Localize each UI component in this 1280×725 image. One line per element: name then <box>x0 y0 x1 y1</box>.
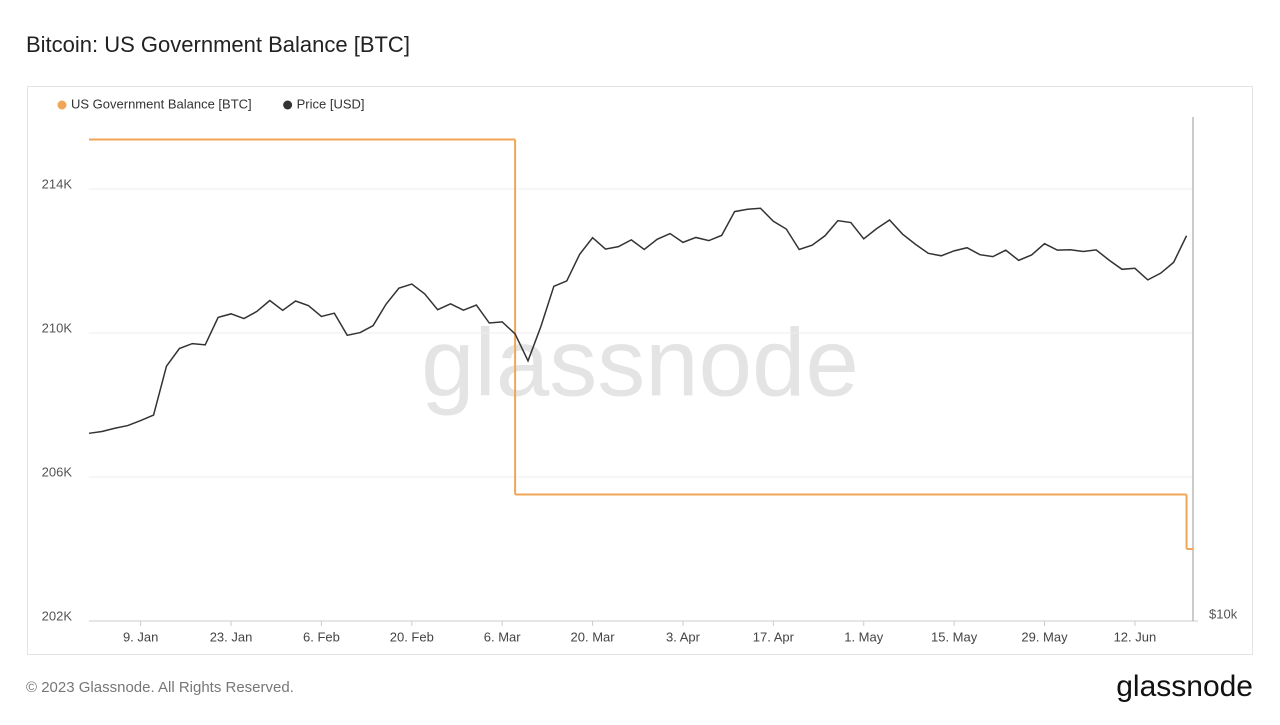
x-tick-label: 15. May <box>931 629 978 644</box>
chart-frame <box>27 86 1253 655</box>
logo: glassnode <box>1116 670 1253 703</box>
y-tick-label: 202K <box>42 608 73 623</box>
x-tick-label: 29. May <box>1021 629 1068 644</box>
y2-tick-label: $10k <box>1209 606 1238 621</box>
x-tick-label: 20. Mar <box>571 629 616 644</box>
x-tick-label: 1. May <box>844 629 884 644</box>
x-tick-label: 3. Apr <box>666 629 701 644</box>
legend-label: Price [USD] <box>297 96 365 111</box>
x-tick-label: 12. Jun <box>1114 629 1157 644</box>
y-tick-label: 210K <box>42 320 73 335</box>
x-tick-label: 17. Apr <box>753 629 795 644</box>
x-tick-label: 23. Jan <box>210 629 253 644</box>
x-tick-label: 20. Feb <box>390 629 434 644</box>
x-tick-label: 9. Jan <box>123 629 158 644</box>
footer: © 2023 Glassnode. All Rights Reserved. <box>26 679 294 696</box>
watermark: glassnode <box>421 309 859 416</box>
y-tick-label: 214K <box>42 176 73 191</box>
price-line <box>88 207 1188 435</box>
legend-swatch <box>283 100 293 110</box>
x-tick-label: 6. Mar <box>484 629 522 644</box>
x-tick-label: 6. Feb <box>303 629 340 644</box>
legend-swatch <box>57 100 67 110</box>
legend-label: US Government Balance [BTC] <box>71 96 252 111</box>
y-tick-label: 206K <box>42 464 73 479</box>
chart-title: Bitcoin: US Government Balance [BTC] <box>26 32 410 57</box>
